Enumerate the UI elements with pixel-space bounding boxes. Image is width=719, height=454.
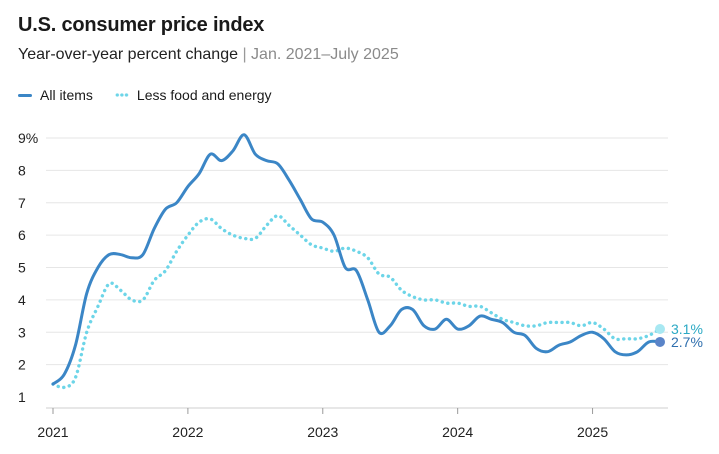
gridlines	[46, 137, 668, 366]
series-end-dot	[655, 336, 665, 347]
subtitle-separator: |	[242, 46, 247, 63]
legend-label: All items	[40, 87, 93, 103]
series-end-dot	[655, 324, 665, 335]
x-tick-label: 2021	[37, 424, 68, 440]
series-end-markers: 2.7%3.1%	[655, 321, 703, 350]
series-line-all-items	[51, 133, 662, 386]
series-lines	[51, 133, 662, 390]
x-tick-label: 2025	[577, 424, 608, 440]
x-tick-label: 2024	[442, 424, 473, 440]
y-tick-label: 3	[18, 324, 26, 340]
x-axis: 2021 2022 2023 2024 2025	[37, 407, 668, 440]
chart-subtitle: Year-over-year percent change | Jan. 202…	[18, 46, 399, 64]
y-tick-label: 7	[18, 195, 26, 211]
series-end-label: 3.1%	[671, 321, 703, 337]
legend-item-core: Less food and energy	[114, 87, 272, 103]
subtitle-main: Year-over-year percent change	[18, 46, 238, 63]
y-axis-ticks: 1 2 3 4 5 6 7 8 9%	[18, 130, 38, 405]
y-tick-label: 1	[18, 389, 26, 405]
x-tick-label: 2023	[307, 424, 338, 440]
y-tick-label: 5	[18, 260, 26, 276]
legend-item-all-items: All items	[18, 87, 93, 103]
chart-legend: All items Less food and energy	[18, 87, 272, 103]
x-tick-label: 2022	[172, 424, 203, 440]
chart-title: U.S. consumer price index	[18, 14, 265, 36]
y-tick-label: 2	[18, 357, 26, 373]
y-tick-label: 4	[18, 292, 26, 308]
y-tick-label: 6	[18, 227, 26, 243]
series-end-label: 2.7%	[671, 334, 703, 350]
series-line-less-food-energy	[51, 214, 662, 390]
subtitle-date-range: Jan. 2021–July 2025	[251, 46, 399, 63]
legend-label: Less food and energy	[136, 87, 272, 103]
legend-swatch-dotted	[114, 93, 129, 97]
y-tick-label: 9%	[18, 130, 38, 146]
legend-swatch-solid	[18, 93, 32, 97]
y-tick-label: 8	[18, 162, 26, 178]
